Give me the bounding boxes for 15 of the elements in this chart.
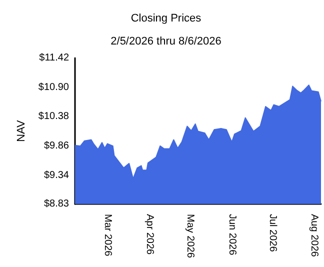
chart-subtitle: 2/5/2026 thru 8/6/2026 [110,36,222,48]
y-tick-label: $9.34 [44,170,70,181]
y-tick-label: $10.90 [38,82,70,93]
y-tick-label: $9.86 [44,140,70,152]
x-tick-label: Apr 2026 [144,214,155,256]
y-tick-label: $10.38 [38,111,70,122]
chart-title: Closing Prices [130,12,202,24]
y-tick-label: $8.83 [44,198,70,210]
x-tick-label: Jul 2026 [266,214,278,252]
x-tick-label: Aug 2026 [308,214,320,258]
x-tick-label: Mar 2026 [102,214,113,257]
x-tick-label: May 2026 [184,214,196,258]
y-axis-title: NAV [16,119,28,142]
y-tick-label: $11.42 [39,52,70,64]
x-tick-label: Jun 2026 [226,214,238,256]
